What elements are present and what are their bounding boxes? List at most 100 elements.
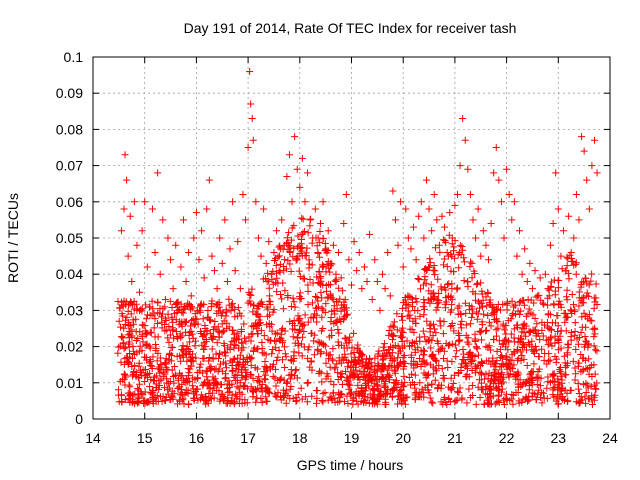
data-point [523, 277, 531, 285]
data-point [526, 259, 534, 267]
data-point [432, 329, 440, 337]
data-point [210, 267, 218, 275]
data-point [282, 399, 290, 407]
data-point [568, 290, 576, 298]
data-point [249, 393, 257, 401]
data-point [321, 389, 329, 397]
data-point [278, 216, 286, 224]
data-point [300, 275, 308, 283]
data-point [348, 357, 356, 365]
data-point [263, 397, 271, 405]
data-point [303, 244, 311, 252]
data-point [495, 379, 503, 387]
data-point [182, 319, 190, 327]
data-point [314, 303, 322, 311]
data-point [478, 318, 486, 326]
data-point [534, 374, 542, 382]
data-point [304, 379, 312, 387]
data-point [590, 136, 598, 144]
data-point [135, 394, 143, 402]
data-point [416, 355, 424, 363]
data-point [531, 326, 539, 334]
data-point [399, 298, 407, 306]
data-point [329, 357, 337, 365]
data-point [515, 370, 523, 378]
data-point [304, 346, 312, 354]
data-point [446, 209, 454, 217]
data-point [425, 205, 433, 213]
data-point [464, 283, 472, 291]
data-point [560, 309, 568, 317]
data-point [330, 302, 338, 310]
data-point [279, 325, 287, 333]
data-point [318, 313, 326, 321]
data-point [204, 313, 212, 321]
data-point [318, 378, 326, 386]
data-point [398, 324, 406, 332]
data-point [244, 144, 252, 151]
data-point [197, 302, 205, 310]
data-point [150, 396, 158, 404]
data-point [192, 209, 200, 217]
data-point [472, 362, 480, 370]
data-point [515, 355, 523, 363]
data-point [258, 399, 266, 407]
data-point [520, 301, 528, 309]
data-point [314, 297, 322, 305]
data-point [457, 251, 465, 259]
data-point [317, 327, 325, 335]
data-point [307, 329, 315, 337]
data-point [588, 317, 596, 325]
data-point [592, 280, 600, 288]
data-point [535, 386, 543, 394]
data-point [117, 358, 125, 366]
data-point [171, 310, 179, 318]
data-point [496, 374, 504, 382]
data-point [271, 374, 279, 382]
data-point [117, 227, 125, 235]
data-point [584, 384, 592, 392]
data-point [439, 236, 447, 244]
data-point [177, 385, 185, 393]
data-point [186, 338, 194, 346]
data-point [302, 249, 310, 257]
data-point [139, 321, 147, 329]
data-point [334, 338, 342, 346]
data-point [371, 256, 379, 264]
data-point [195, 256, 203, 264]
data-point [531, 314, 539, 322]
data-point [471, 337, 479, 345]
data-point [540, 394, 548, 402]
data-point [226, 357, 234, 365]
data-point [463, 338, 471, 346]
data-point [355, 248, 363, 256]
data-point [342, 367, 350, 375]
data-point [358, 392, 366, 400]
data-point [308, 392, 316, 400]
data-point [591, 391, 599, 399]
data-point [400, 352, 408, 360]
data-point [562, 293, 570, 301]
data-point [195, 306, 203, 314]
data-point [143, 311, 151, 319]
data-point [250, 301, 258, 309]
data-point [517, 335, 525, 343]
data-point [487, 386, 495, 394]
data-point [558, 265, 566, 273]
data-point [248, 115, 256, 123]
data-point [293, 165, 301, 173]
data-point [421, 333, 429, 341]
data-point [591, 325, 599, 333]
data-point [168, 366, 176, 374]
data-point [418, 385, 426, 393]
data-point [181, 328, 189, 336]
data-point [513, 252, 521, 260]
data-point [288, 198, 296, 206]
data-point [194, 320, 202, 328]
data-point [225, 295, 233, 303]
data-point [286, 318, 294, 326]
data-point [575, 390, 583, 398]
data-point [567, 306, 575, 314]
data-point [340, 220, 348, 228]
data-point [311, 331, 319, 339]
